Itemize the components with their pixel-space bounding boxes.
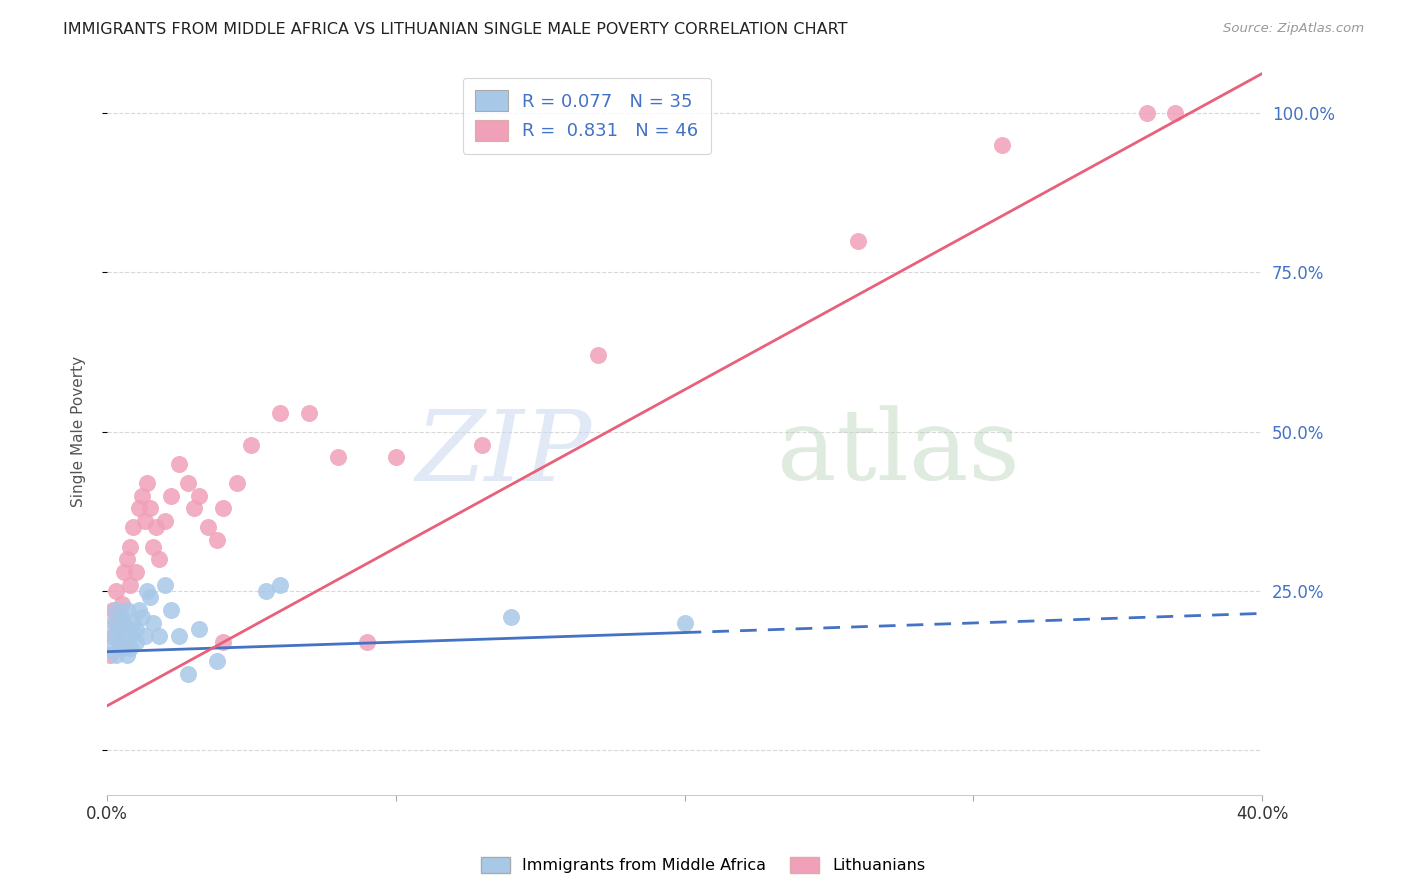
Point (148, 629, 170, 643)
Point (846, 234, 869, 248)
Point (167, 457, 190, 471)
Point (120, 629, 142, 643)
Point (197, 520, 219, 534)
Point (142, 540, 165, 554)
Point (101, 629, 124, 643)
Point (269, 578, 291, 592)
Point (136, 475, 159, 490)
Point (107, 623, 129, 637)
Point (269, 406, 291, 420)
Point (131, 489, 153, 503)
Point (134, 629, 156, 643)
Point (148, 552, 170, 566)
Point (254, 584, 277, 599)
Point (177, 667, 200, 681)
Point (104, 648, 127, 662)
Point (211, 635, 233, 649)
Point (107, 635, 129, 649)
Point (120, 578, 142, 592)
Point (188, 623, 211, 637)
Point (101, 615, 124, 630)
Point (586, 348, 609, 362)
Point (673, 615, 696, 630)
Point (125, 635, 148, 649)
Text: ZIP: ZIP (416, 406, 592, 501)
Point (188, 489, 211, 503)
Y-axis label: Single Male Poverty: Single Male Poverty (72, 356, 86, 508)
Point (205, 654, 228, 668)
Point (991, 138, 1014, 153)
Point (104, 584, 127, 599)
Point (110, 641, 132, 656)
Point (177, 475, 200, 490)
Point (125, 565, 148, 579)
Point (159, 603, 181, 617)
Point (136, 584, 159, 599)
Point (101, 603, 124, 617)
Point (98, 648, 121, 662)
Point (98, 641, 121, 656)
Text: IMMIGRANTS FROM MIDDLE AFRICA VS LITHUANIAN SINGLE MALE POVERTY CORRELATION CHAR: IMMIGRANTS FROM MIDDLE AFRICA VS LITHUAN… (63, 22, 848, 37)
Point (183, 501, 205, 516)
Point (117, 552, 139, 566)
Point (128, 603, 150, 617)
Point (120, 641, 142, 656)
Text: Source: ZipAtlas.com: Source: ZipAtlas.com (1223, 22, 1364, 36)
Point (134, 514, 156, 528)
Point (112, 629, 135, 643)
Point (104, 615, 127, 630)
Point (122, 615, 145, 630)
Text: atlas: atlas (778, 406, 1019, 501)
Point (101, 629, 124, 643)
Point (139, 591, 162, 605)
Point (110, 597, 132, 611)
Point (205, 533, 228, 548)
Point (226, 475, 249, 490)
Point (298, 406, 321, 420)
Point (110, 641, 132, 656)
Point (471, 437, 494, 451)
Point (112, 615, 135, 630)
Point (153, 578, 176, 592)
Point (104, 603, 127, 617)
Point (167, 629, 190, 643)
Point (211, 501, 233, 516)
Point (356, 635, 378, 649)
Point (385, 450, 408, 465)
Point (117, 603, 139, 617)
Point (131, 609, 153, 624)
Point (1135, 106, 1157, 120)
Point (122, 520, 145, 534)
Point (1164, 106, 1187, 120)
Legend: Immigrants from Middle Africa, Lithuanians: Immigrants from Middle Africa, Lithuania… (475, 850, 931, 880)
Point (501, 609, 523, 624)
Point (117, 648, 139, 662)
Point (128, 501, 150, 516)
Point (107, 609, 129, 624)
Point (240, 437, 263, 451)
Point (112, 565, 135, 579)
Point (110, 609, 132, 624)
Point (142, 615, 165, 630)
Point (326, 450, 349, 465)
Point (107, 623, 129, 637)
Point (153, 514, 176, 528)
Legend: R = 0.077   N = 35, R =  0.831   N = 46: R = 0.077 N = 35, R = 0.831 N = 46 (463, 78, 711, 153)
Point (125, 623, 148, 637)
Point (159, 489, 181, 503)
Point (145, 520, 167, 534)
Point (120, 540, 142, 554)
Point (139, 501, 162, 516)
